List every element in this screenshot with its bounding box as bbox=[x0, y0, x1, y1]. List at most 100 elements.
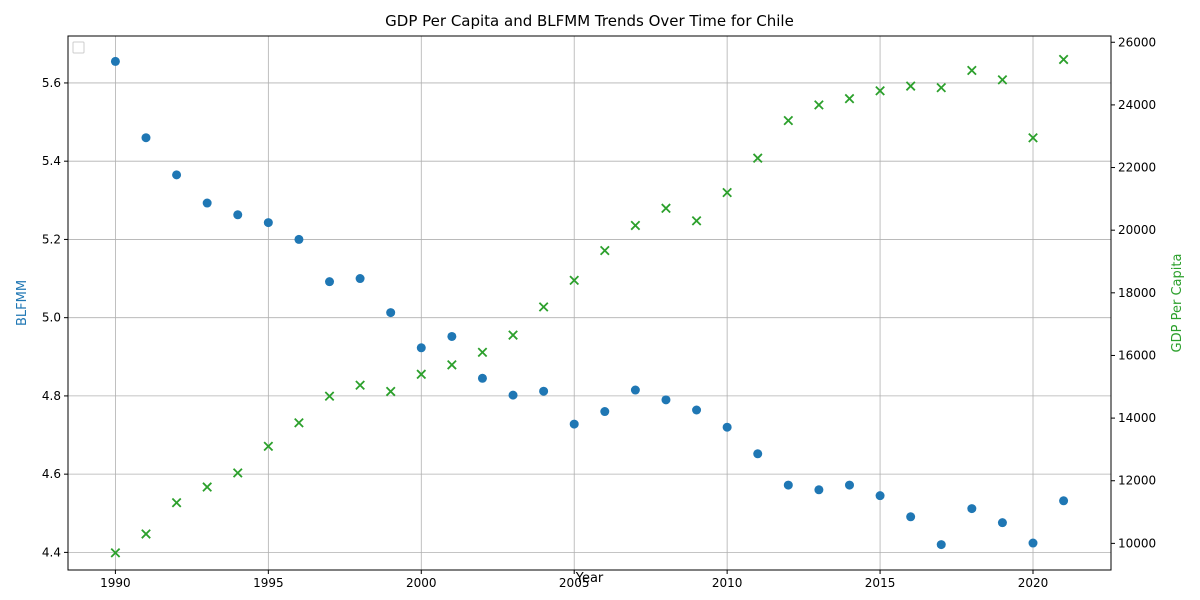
y-right-tick-label: 20000 bbox=[1118, 223, 1156, 237]
x-axis: 1990 1995 2000 2005 2010 2015 2020 bbox=[100, 570, 1048, 590]
gdp-point bbox=[294, 417, 304, 428]
gdp-point bbox=[324, 391, 335, 402]
gdp-point bbox=[661, 203, 671, 214]
gdp-point bbox=[202, 482, 213, 492]
y-left-tick-label: 4.6 bbox=[42, 467, 61, 481]
y-right-tick-label: 12000 bbox=[1118, 474, 1156, 488]
blfmm-point bbox=[539, 386, 549, 396]
blfmm-point bbox=[722, 422, 732, 432]
y-axis-left-label: BLFMM bbox=[15, 280, 30, 326]
blfmm-point bbox=[294, 234, 304, 244]
grid bbox=[68, 36, 1111, 570]
blfmm-point bbox=[355, 274, 365, 284]
x-tick-label: 2005 bbox=[559, 576, 590, 590]
gdp-point bbox=[263, 441, 274, 452]
legend-box bbox=[72, 41, 85, 54]
blfmm-point bbox=[661, 395, 671, 405]
gdp-point bbox=[508, 330, 518, 340]
y-right-tick-label: 16000 bbox=[1118, 348, 1156, 362]
gdp-point bbox=[447, 360, 457, 370]
y-left-tick-label: 4.8 bbox=[42, 389, 61, 403]
gdp-point bbox=[1028, 132, 1038, 143]
y-left-tick-label: 5.6 bbox=[42, 76, 61, 90]
x-axis-label: Year bbox=[575, 571, 604, 586]
blfmm-point bbox=[386, 308, 396, 318]
gdp-point bbox=[1058, 54, 1069, 65]
gdp-point bbox=[936, 82, 947, 93]
blfmm-point bbox=[814, 485, 824, 495]
x-tick-label: 2010 bbox=[712, 576, 743, 590]
y-left-tick-label: 5.0 bbox=[42, 311, 61, 325]
y-left-tick-label: 4.4 bbox=[42, 545, 61, 559]
x-tick-label: 2020 bbox=[1018, 576, 1049, 590]
x-tick-label: 2015 bbox=[865, 576, 896, 590]
blfmm-point bbox=[172, 170, 182, 180]
blfmm-point bbox=[630, 385, 640, 395]
blfmm-point bbox=[1059, 496, 1069, 506]
blfmm-point bbox=[416, 343, 426, 353]
blfmm-point bbox=[967, 504, 977, 514]
y-right-tick-label: 22000 bbox=[1118, 161, 1156, 175]
blfmm-point bbox=[1028, 538, 1038, 548]
gdp-point bbox=[416, 369, 427, 380]
y-right-tick-label: 24000 bbox=[1118, 98, 1156, 112]
blfmm-point bbox=[692, 405, 702, 415]
blfmm-point bbox=[508, 390, 518, 400]
gdp-point bbox=[722, 187, 732, 198]
blfmm-point bbox=[844, 480, 854, 490]
blfmm-point bbox=[875, 491, 885, 501]
series-blfmm bbox=[110, 56, 1069, 550]
gdp-point bbox=[477, 347, 488, 358]
gdp-point bbox=[752, 153, 763, 163]
y-left-tick-label: 5.2 bbox=[42, 232, 61, 246]
blfmm-point bbox=[477, 373, 487, 383]
gdp-point bbox=[538, 302, 549, 312]
blfmm-point bbox=[447, 331, 457, 341]
x-tick-label: 2000 bbox=[406, 576, 437, 590]
plot-frame bbox=[67, 35, 1112, 571]
gdp-point bbox=[997, 75, 1008, 85]
x-tick-label: 1995 bbox=[253, 576, 284, 590]
blfmm-point bbox=[110, 56, 120, 66]
y-right-tick-label: 26000 bbox=[1118, 35, 1156, 49]
blfmm-point bbox=[202, 198, 212, 208]
y-left-tick-label: 5.4 bbox=[42, 154, 61, 168]
y-axis-right-label: GDP Per Capita bbox=[1170, 254, 1185, 353]
gdp-point bbox=[599, 245, 610, 256]
gdp-point bbox=[385, 386, 396, 397]
gdp-point bbox=[141, 529, 151, 539]
gdp-point bbox=[171, 497, 182, 508]
gdp-point bbox=[691, 215, 702, 226]
gdp-point bbox=[569, 275, 580, 286]
blfmm-point bbox=[753, 449, 763, 459]
y-right-tick-label: 10000 bbox=[1118, 536, 1156, 550]
gdp-point bbox=[966, 65, 977, 76]
blfmm-point bbox=[936, 540, 946, 550]
gdp-point bbox=[630, 220, 641, 231]
blfmm-point bbox=[263, 218, 273, 228]
x-tick-label: 1990 bbox=[100, 576, 131, 590]
blfmm-point bbox=[233, 210, 243, 220]
gdp-point bbox=[355, 380, 365, 391]
blfmm-point bbox=[906, 512, 916, 522]
y-axis-right: 10000 12000 14000 16000 18000 20000 22000 24000… bbox=[1111, 35, 1156, 550]
gdp-point bbox=[844, 93, 855, 104]
gdp-point bbox=[814, 100, 824, 110]
blfmm-point bbox=[325, 277, 335, 287]
blfmm-point bbox=[569, 419, 579, 429]
y-right-tick-label: 18000 bbox=[1118, 286, 1156, 300]
gdp-point bbox=[875, 85, 885, 96]
gdp-point bbox=[110, 547, 121, 558]
blfmm-point bbox=[997, 518, 1007, 528]
gdp-point bbox=[783, 115, 794, 126]
chart-title: GDP Per Capita and BLFMM Trends Over Tim… bbox=[385, 12, 794, 30]
gdp-point bbox=[232, 468, 243, 478]
y-right-tick-label: 14000 bbox=[1118, 411, 1156, 425]
gdp-point bbox=[905, 81, 916, 91]
blfmm-point bbox=[783, 480, 793, 490]
series-gdp-per-capita bbox=[110, 54, 1069, 558]
blfmm-point bbox=[141, 133, 151, 143]
blfmm-point bbox=[600, 407, 610, 417]
